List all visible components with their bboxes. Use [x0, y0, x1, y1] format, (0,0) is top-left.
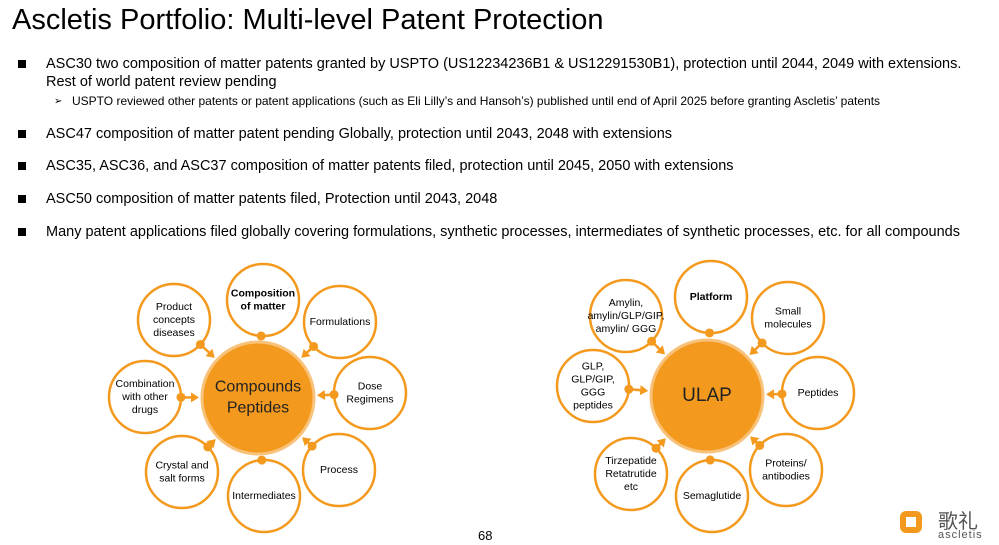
satellite-label: Small: [775, 305, 801, 317]
satellite-circle: [750, 280, 826, 356]
center-label: ULAP: [682, 385, 732, 406]
connector-dot: [647, 336, 657, 346]
center-circle: [649, 338, 765, 454]
satellite-label: molecules: [764, 318, 811, 330]
arrowhead: [750, 436, 760, 446]
center-label: Compounds: [215, 379, 301, 396]
logo: 歌礼 ascletis: [900, 505, 995, 543]
satellite-circle: [136, 282, 212, 358]
arrowhead: [749, 345, 759, 356]
page-number: 68: [478, 528, 493, 543]
satellite-label: amylin/GLP/GIP,: [588, 310, 665, 322]
satellite-label: Peptides: [798, 387, 839, 399]
satellite-circle: [593, 436, 669, 512]
satellite-label: Proteins/: [765, 457, 807, 469]
satellite-label: of matter: [241, 300, 286, 312]
connector-dot: [307, 441, 317, 451]
satellite-circle: [588, 278, 664, 354]
satellite-label: Regimens: [346, 393, 393, 405]
connector-dot: [777, 389, 787, 399]
logo-chinese: 歌礼: [938, 509, 978, 533]
connector-dot: [257, 455, 267, 465]
connector-dot: [329, 390, 339, 400]
satellite-label: Retatrutide: [605, 468, 657, 480]
connector-dot: [651, 443, 661, 453]
arrowhead: [301, 348, 311, 358]
satellite-label: amylin/ GGG: [596, 323, 657, 335]
arrowhead: [302, 437, 312, 447]
satellite-label: peptides: [573, 399, 613, 411]
arrowhead: [656, 438, 666, 448]
bullet: ASC30 two composition of matter patents …: [18, 55, 976, 91]
connector-dot: [256, 331, 266, 341]
satellite-label: antibodies: [762, 470, 810, 482]
satellite-label: GGG: [581, 386, 606, 398]
satellite-label: Product: [156, 301, 192, 313]
satellite-label: salt forms: [159, 472, 205, 484]
bullet: Many patent applications filed globally …: [18, 223, 976, 241]
satellite-label: Process: [320, 464, 358, 476]
slide-title: Ascletis Portfolio: Multi-level Patent P…: [12, 4, 604, 36]
satellite-label: Tirzepatide: [605, 455, 657, 467]
arrowhead: [206, 439, 216, 449]
logo-icon: [900, 511, 922, 533]
satellite-label: etc: [624, 481, 638, 493]
connector-dot: [624, 384, 634, 394]
satellite-label: Crystal and: [155, 459, 208, 471]
satellite-label: drugs: [132, 404, 158, 416]
satellite-label: concepts: [153, 314, 195, 326]
satellite-label: Composition: [231, 287, 295, 299]
connector-dot: [203, 442, 213, 452]
satellite-label: Intermediates: [232, 490, 296, 502]
sub-bullet: USPTO reviewed other patents or patent a…: [54, 94, 992, 109]
arrowhead: [655, 345, 666, 355]
arrowhead: [190, 392, 200, 403]
arrowhead: [765, 389, 775, 400]
arrowhead: [639, 385, 649, 396]
satellite-label: diseases: [153, 327, 194, 339]
bullet: ASC35, ASC36, and ASC37 composition of m…: [18, 157, 976, 175]
connector-dot: [195, 339, 205, 349]
satellite-circle: [302, 284, 378, 360]
satellite-label: GLP,: [582, 360, 605, 372]
satellite-circle: [301, 432, 377, 508]
arrowhead: [316, 390, 326, 401]
connector-dot: [309, 341, 319, 351]
satellite-label: Semaglutide: [683, 490, 742, 502]
satellite-label: Formulations: [310, 316, 371, 328]
connector-dot: [757, 338, 767, 348]
bullet: ASC50 composition of matter patents file…: [18, 190, 976, 208]
connector-dot: [755, 440, 765, 450]
satellite-circle: [144, 434, 220, 510]
center-circle: [200, 340, 316, 456]
bullet: ASC47 composition of matter patent pendi…: [18, 125, 976, 143]
satellite-label: Amylin,: [609, 297, 643, 309]
satellite-label: with other: [121, 391, 168, 403]
satellite-label: GLP/GIP,: [571, 373, 615, 385]
connector-dot: [705, 328, 715, 338]
center-label: Peptides: [227, 400, 289, 417]
satellite-label: Combination: [116, 378, 175, 390]
logo-name: ascletis: [938, 529, 983, 541]
arrowhead: [205, 348, 215, 358]
satellite-circle: [748, 432, 824, 508]
connector-dot: [705, 455, 715, 465]
satellite-label: Platform: [690, 291, 733, 303]
connector-dot: [176, 392, 186, 402]
satellite-label: Dose: [358, 380, 383, 392]
